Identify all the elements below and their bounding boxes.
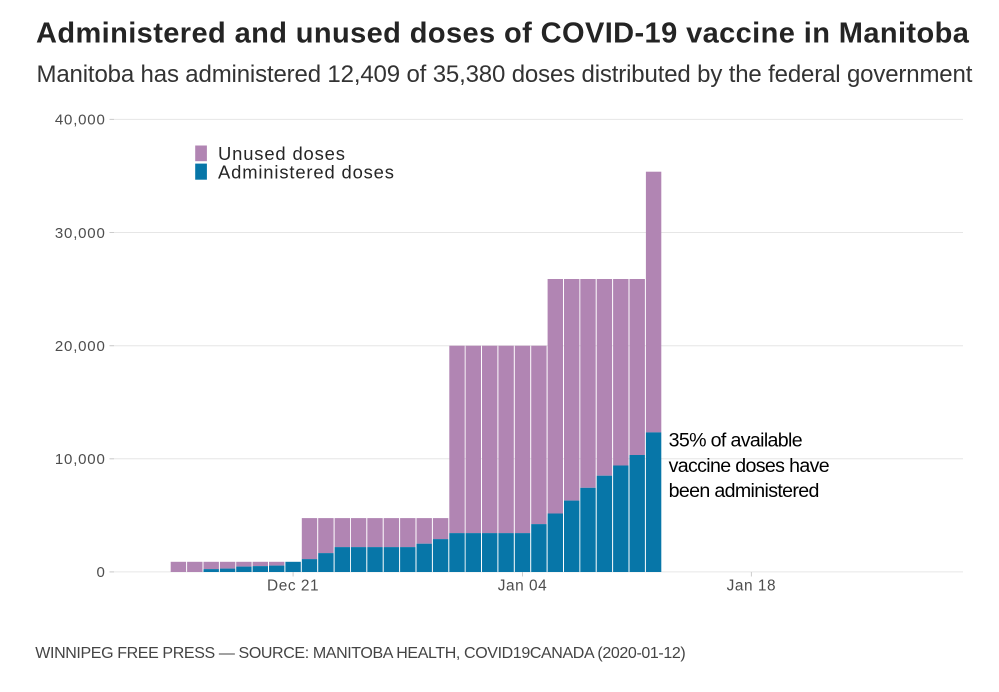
svg-text:Unused doses: Unused doses	[218, 143, 346, 164]
svg-text:Administered doses: Administered doses	[218, 162, 395, 183]
svg-text:Manitoba has administered 12,4: Manitoba has administered 12,409 of 35,3…	[37, 61, 973, 88]
svg-text:30,000: 30,000	[55, 225, 106, 242]
svg-text:been administered: been administered	[669, 480, 819, 502]
svg-text:40,000: 40,000	[55, 112, 106, 129]
svg-text:WINNIPEG FREE PRESS — SOURCE:: WINNIPEG FREE PRESS — SOURCE: MANITOBA H…	[35, 645, 685, 662]
svg-text:Jan 18: Jan 18	[727, 577, 777, 594]
svg-text:20,000: 20,000	[55, 338, 106, 355]
svg-text:Dec 21: Dec 21	[267, 577, 319, 594]
svg-text:vaccine doses have: vaccine doses have	[669, 455, 830, 477]
svg-text:0: 0	[96, 564, 105, 581]
svg-text:Jan 04: Jan 04	[498, 577, 548, 594]
svg-text:35% of available: 35% of available	[669, 429, 803, 451]
svg-text:Administered and unused doses: Administered and unused doses of COVID-1…	[36, 18, 970, 50]
svg-text:10,000: 10,000	[55, 451, 106, 468]
